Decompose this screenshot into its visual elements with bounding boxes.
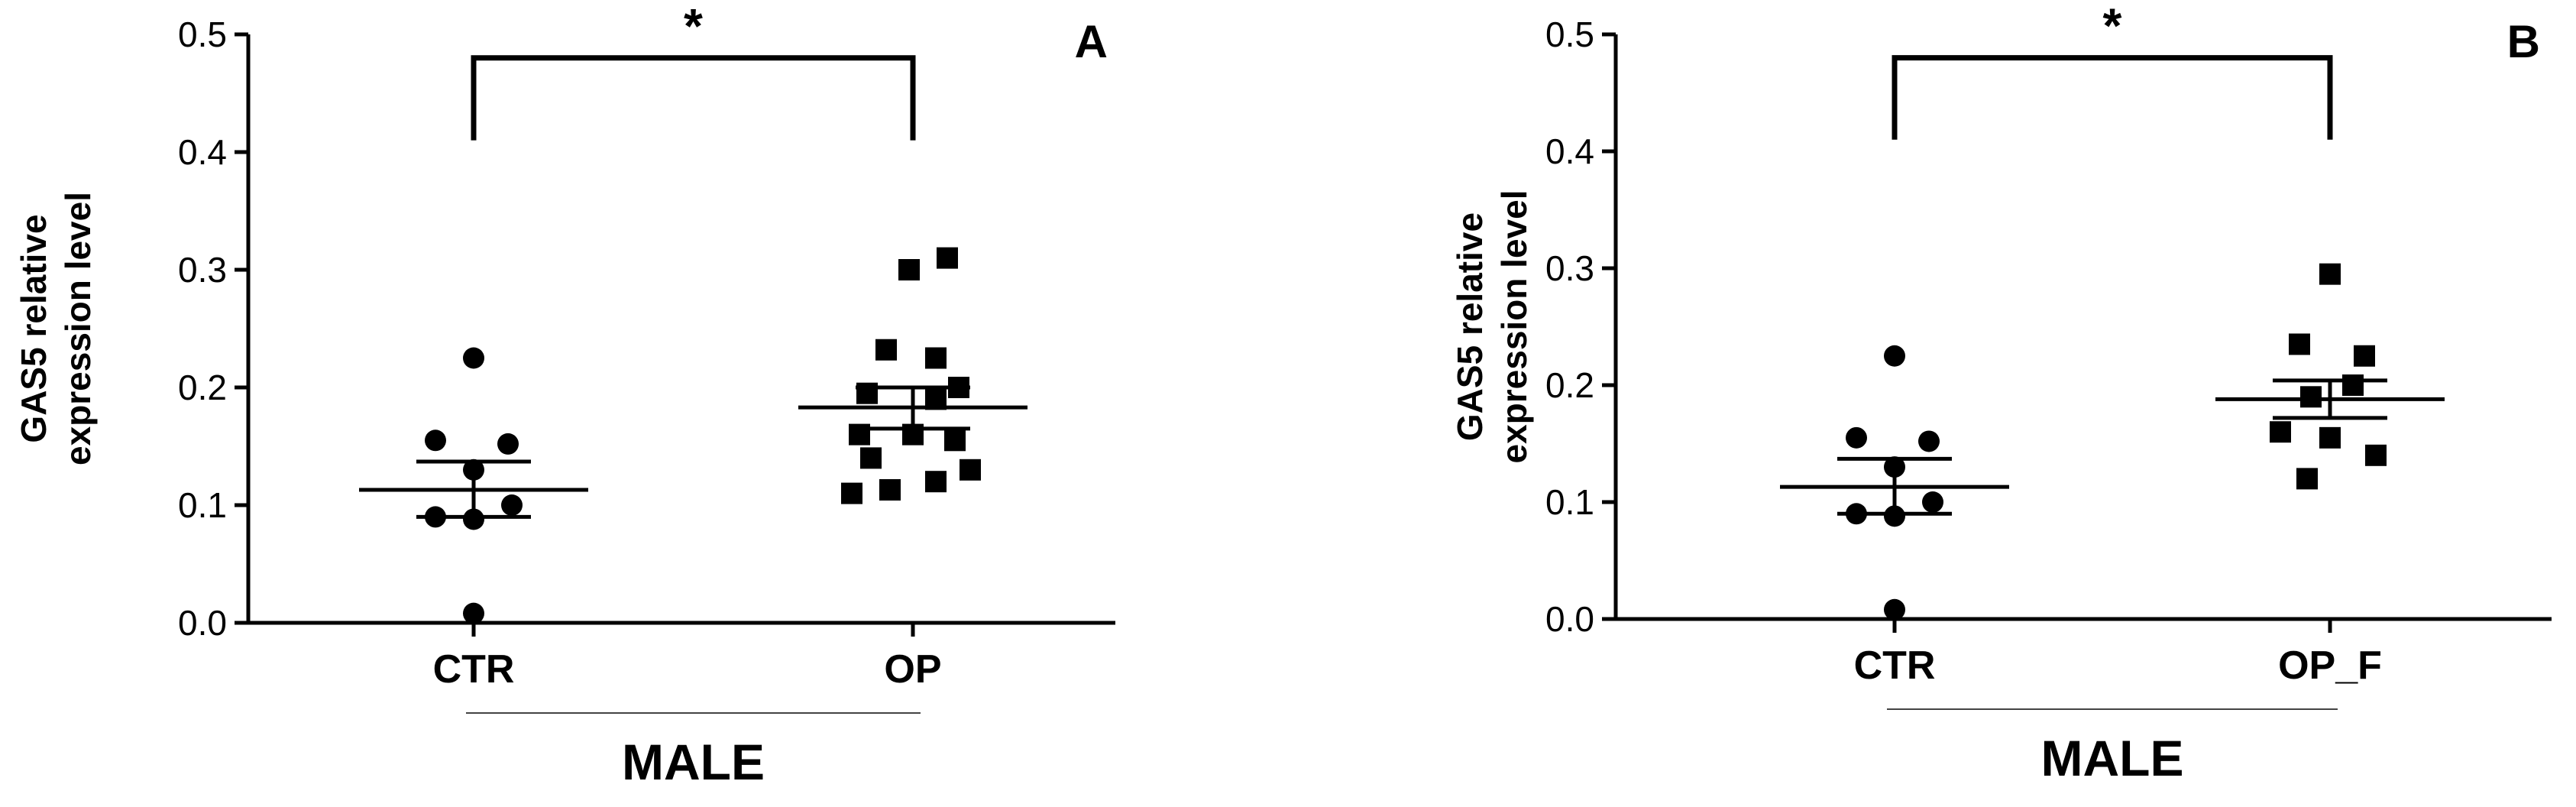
y-tick-label: 0.1 [1545, 482, 1594, 522]
data-point-ctr [1922, 491, 1943, 513]
data-point-ctr [1918, 430, 1940, 452]
data-point-ctr [463, 508, 484, 530]
x-tick-label: OP_F [2278, 643, 2382, 688]
panel-label: B [2507, 16, 2540, 67]
significance-marker: * [684, 0, 703, 53]
data-point-ctr [1884, 598, 1905, 621]
data-point-op_f [2319, 426, 2341, 449]
chart-panel-B: 0.0 0.1 0.2 0.3 0.4 0.5 CTR OP_F MALE GAS5 relati… [1450, 0, 2552, 786]
data-point-ctr [463, 602, 484, 624]
data-point-op [879, 478, 901, 501]
y-axis-label: GAS5 relative expression level [14, 192, 98, 465]
significance-marker: * [2103, 0, 2122, 53]
panel-label: A [1075, 16, 1108, 67]
significance-bracket [471, 55, 916, 141]
data-point-op [960, 459, 981, 481]
y-tick-label: 0.1 [178, 485, 227, 525]
data-point-ctr [497, 433, 519, 455]
data-point-op [875, 339, 897, 361]
y-axis-label-line: expression level [1494, 190, 1534, 464]
data-point-op_f [2300, 386, 2322, 408]
data-point-ctr [463, 347, 484, 369]
data-point-op_f [2342, 374, 2364, 396]
y-axis-label-line: GAS5 relative [1450, 212, 1490, 441]
data-point-ctr [425, 429, 446, 452]
data-point-op [937, 247, 958, 269]
data-point-op [860, 447, 882, 469]
data-point-op [925, 347, 947, 369]
data-point-ctr [1884, 345, 1905, 367]
data-point-op [944, 429, 966, 452]
x-tick-label: CTR [1854, 643, 1936, 688]
y-axis-label-line: expression level [58, 192, 98, 465]
y-axis-label: GAS5 relative expression level [1450, 190, 1534, 464]
data-point-op_f [2365, 444, 2387, 466]
y-tick-label: 0.5 [178, 15, 227, 54]
y-axis-label-line: GAS5 relative [14, 214, 53, 442]
y-tick-label: 0.2 [178, 368, 227, 407]
data-point-op_f [2354, 345, 2375, 367]
y-tick-label: 0.3 [1545, 248, 1594, 288]
y-tick-label: 0.3 [178, 250, 227, 290]
x-tick-label: CTR [433, 647, 515, 692]
y-tick-label: 0.0 [178, 603, 227, 643]
y-tick-label: 0.2 [1545, 365, 1594, 405]
chart-panel-A: 0.0 0.1 0.2 0.3 0.4 0.5 CTR OP MALE GAS5 relative… [14, 0, 1115, 790]
data-point-op [898, 259, 920, 280]
data-point-op_f [2319, 263, 2341, 285]
data-point-ctr [1846, 426, 1867, 449]
data-point-op [925, 471, 947, 493]
group-label: MALE [2041, 730, 2184, 786]
y-tick-label: 0.0 [1545, 599, 1594, 639]
data-point-ctr [501, 494, 523, 516]
data-point-op_f [2289, 333, 2310, 355]
significance-bracket [1892, 55, 2333, 140]
data-point-op_f [2270, 421, 2291, 443]
data-point-ctr [1884, 505, 1905, 527]
data-point-op_f [2296, 468, 2318, 490]
data-point-op [841, 482, 862, 504]
y-tick-label: 0.4 [178, 132, 227, 172]
y-tick-label: 0.4 [1545, 131, 1594, 171]
group-label: MALE [622, 734, 765, 790]
x-tick-label: OP [884, 647, 941, 692]
y-tick-label: 0.5 [1545, 15, 1594, 54]
